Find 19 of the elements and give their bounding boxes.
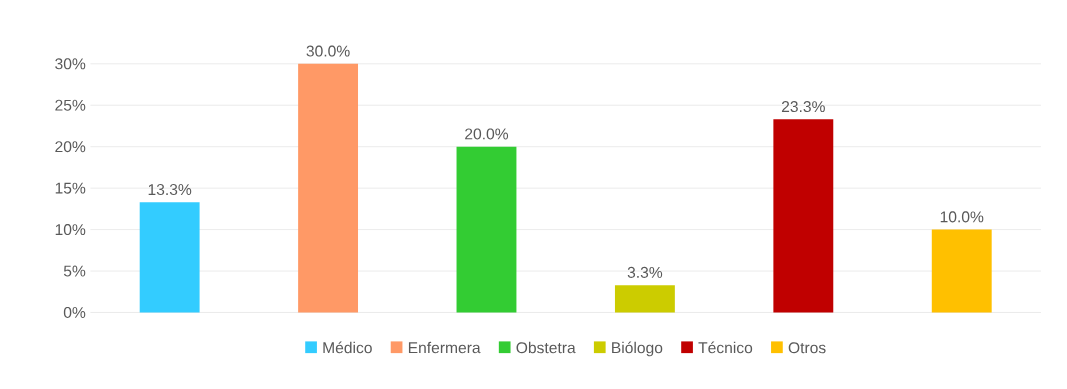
y-tick-label: 20% — [55, 141, 86, 153]
data-label: 23.3% — [781, 100, 825, 112]
y-tick-label: 5% — [63, 265, 86, 277]
data-label: 30.0% — [306, 45, 350, 57]
legend-label: Médico — [323, 341, 372, 354]
legend-label: Otros — [788, 342, 826, 354]
data-label: 10.0% — [940, 211, 984, 223]
y-tick-label: 0% — [63, 306, 86, 318]
legend-label: Enfermera — [408, 341, 481, 354]
data-label: 20.0% — [465, 128, 509, 140]
data-label: 13.3% — [148, 183, 192, 195]
legend-label: Biólogo — [612, 341, 663, 357]
y-tick-label: 15% — [55, 182, 86, 194]
legend-label: Obstetra — [516, 341, 576, 354]
legend-label: Técnico — [698, 341, 753, 354]
y-tick-label: 25% — [55, 99, 86, 111]
y-tick-label: 10% — [55, 223, 86, 235]
data-label: 3.3% — [627, 266, 663, 278]
y-tick-label: 30% — [55, 58, 86, 70]
